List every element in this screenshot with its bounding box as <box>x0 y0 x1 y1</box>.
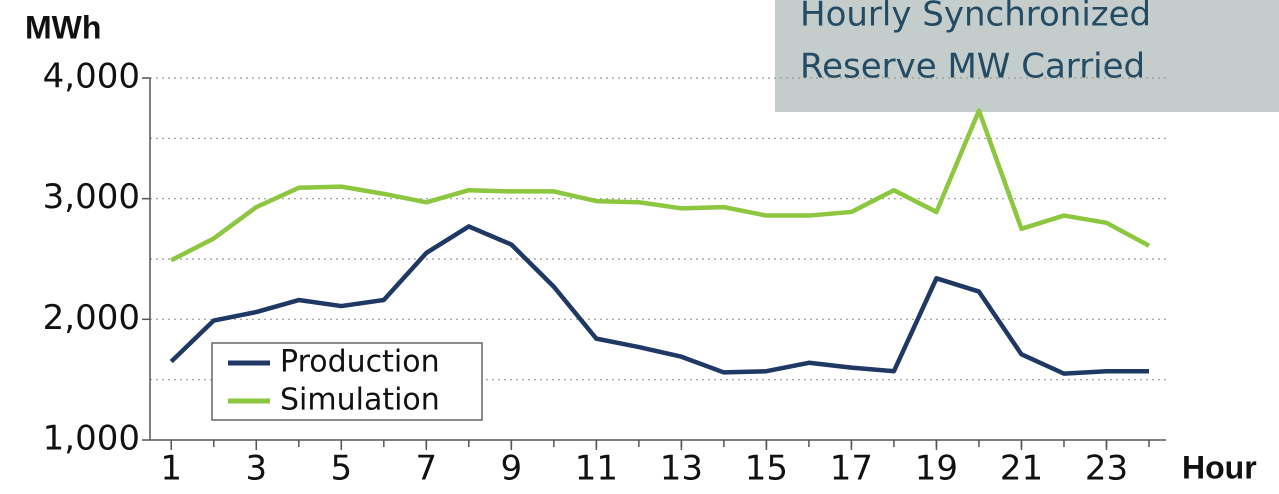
chart-title: Hourly Synchronized <box>800 0 1151 35</box>
x-tick-label: 3 <box>245 449 267 489</box>
y-tick-label: 4,000 <box>43 57 140 97</box>
x-tick-label: 1 <box>160 449 182 489</box>
x-tick-label: 15 <box>745 449 788 489</box>
x-tick-label: 5 <box>330 449 352 489</box>
x-tick-label: 11 <box>575 449 618 489</box>
chart-title: Reserve MW Carried <box>800 47 1145 87</box>
x-tick-label: 9 <box>501 449 523 489</box>
legend-label: Production <box>280 345 440 380</box>
y-tick-label: 2,000 <box>43 298 140 338</box>
series-line <box>170 108 1151 263</box>
y-tick-label: 1,000 <box>43 419 140 459</box>
x-tick-label: 19 <box>915 449 958 489</box>
x-tick-label: 21 <box>1000 449 1043 489</box>
legend-box <box>211 342 483 421</box>
legend-label: Simulation <box>280 383 440 418</box>
x-tick-label: 23 <box>1085 449 1128 489</box>
series-line <box>169 224 1149 376</box>
y-axis-label: MWh <box>25 9 101 45</box>
title-box <box>775 0 1279 112</box>
x-tick-label: 17 <box>830 449 873 489</box>
y-tick-label: 3,000 <box>43 177 140 217</box>
x-axis-label: Hour <box>1182 449 1257 485</box>
x-tick-label: 13 <box>660 449 703 489</box>
x-tick-label: 7 <box>415 449 437 489</box>
